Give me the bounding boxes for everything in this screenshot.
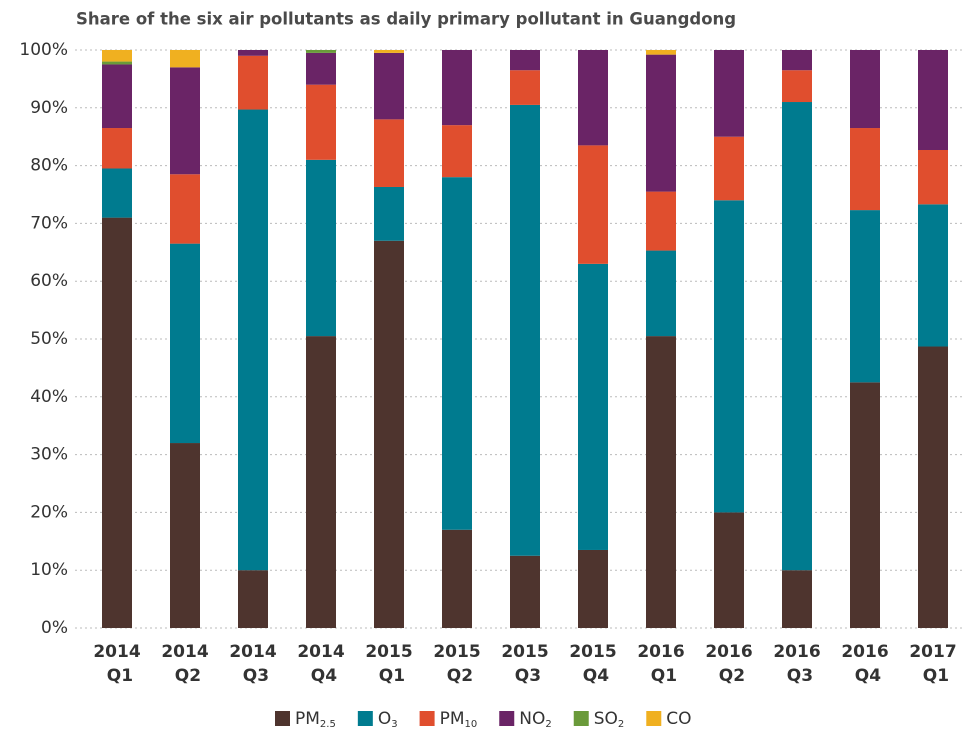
x-tick-label: 2015 Q4: [569, 642, 616, 686]
bar-segment: [442, 177, 472, 530]
bar-segment: [374, 52, 404, 120]
bar-segment: [102, 64, 132, 129]
bar-segment: [714, 200, 744, 513]
bar-segment: [714, 512, 744, 628]
legend-swatch: [419, 711, 435, 726]
bar-segment: [850, 128, 880, 211]
bar-segment: [782, 570, 812, 628]
bar-segment: [170, 443, 200, 628]
x-tick-label: 2017 Q1: [909, 642, 956, 686]
bar-segment: [510, 70, 540, 105]
bar-segment: [578, 50, 608, 146]
bar-segment: [714, 136, 744, 201]
bar-segment: [306, 159, 336, 337]
bar-segment: [170, 174, 200, 244]
bar-segment: [102, 50, 132, 62]
y-tick-label: 100%: [19, 40, 68, 60]
legend-swatch: [357, 711, 373, 726]
x-tick-label: 2014 Q4: [297, 642, 344, 686]
x-tick-label: 2014 Q1: [93, 642, 140, 686]
bar-segment: [306, 52, 336, 85]
y-tick-label: 50%: [30, 329, 68, 349]
x-tick-label: 2016 Q2: [705, 642, 752, 686]
bar-segment: [782, 50, 812, 71]
bar-segment: [578, 549, 608, 628]
bar-segment: [578, 263, 608, 550]
legend-swatch: [573, 711, 589, 726]
bar-segment: [102, 128, 132, 169]
x-tick-label: 2014 Q3: [229, 642, 276, 686]
bar-segment: [578, 145, 608, 264]
bar-segment: [714, 50, 744, 137]
legend-label: PM10: [440, 709, 478, 730]
bar-segment: [374, 119, 404, 187]
bar-segment: [918, 50, 948, 150]
bar-segment: [170, 243, 200, 444]
y-tick-label: 60%: [30, 271, 68, 291]
x-tick-label: 2015 Q2: [433, 642, 480, 686]
bar-segment: [918, 204, 948, 347]
bar-segment: [510, 50, 540, 71]
y-tick-label: 70%: [30, 213, 68, 233]
bar-segment: [374, 240, 404, 629]
x-tick-label: 2014 Q2: [161, 642, 208, 686]
bar-segment: [442, 125, 472, 178]
x-tick-label: 2015 Q3: [501, 642, 548, 686]
bar-segment: [918, 346, 948, 628]
bar-segment: [646, 50, 676, 55]
bar-segment: [646, 191, 676, 251]
bar-segment: [374, 50, 404, 53]
legend-label: SO2: [594, 709, 625, 730]
chart-title: Share of the six air pollutants as daily…: [76, 10, 736, 29]
legend-label: PM2.5: [295, 709, 336, 730]
bar-segment: [374, 186, 404, 241]
legend-label: O3: [378, 709, 398, 730]
bar-segment: [782, 102, 812, 571]
bar-segment: [510, 104, 540, 556]
legend-label: NO2: [519, 709, 551, 730]
bar-segment: [850, 50, 880, 129]
y-tick-label: 40%: [30, 387, 68, 407]
bar-segment: [510, 555, 540, 628]
bar-segment: [782, 70, 812, 103]
bar-segment: [442, 529, 472, 628]
x-tick-label: 2016 Q3: [773, 642, 820, 686]
bar-segment: [306, 336, 336, 628]
legend-swatch: [275, 711, 290, 726]
bar-segment: [102, 168, 132, 218]
bar-segment: [442, 50, 472, 126]
bar-segment: [170, 50, 200, 68]
bar-segment: [646, 54, 676, 192]
legend: PM2.5 O3 PM10 NO2 SO2 CO: [275, 709, 692, 730]
y-tick-label: 90%: [30, 98, 68, 118]
bar-segment: [306, 50, 336, 53]
legend-swatch: [499, 711, 515, 726]
bar-segment: [102, 61, 132, 65]
bar-segment: [850, 210, 880, 383]
bar-segment: [238, 109, 268, 571]
y-tick-label: 0%: [41, 618, 68, 638]
bar-segment: [306, 84, 336, 160]
bar-segment: [238, 55, 268, 110]
bar-segment: [238, 570, 268, 628]
legend-label: CO: [666, 709, 691, 729]
bar-segment: [238, 50, 268, 56]
y-tick-label: 80%: [30, 156, 68, 176]
y-tick-label: 20%: [30, 502, 68, 522]
x-tick-label: 2016 Q4: [841, 642, 888, 686]
x-tick-label: 2016 Q1: [637, 642, 684, 686]
bar-segment: [850, 382, 880, 628]
legend-swatch: [646, 711, 662, 726]
bar-segment: [646, 336, 676, 628]
y-tick-label: 10%: [30, 560, 68, 580]
bar-segment: [102, 217, 132, 628]
bar-segment: [170, 67, 200, 175]
bar-segment: [918, 149, 948, 205]
x-tick-label: 2015 Q1: [365, 642, 412, 686]
y-tick-label: 30%: [30, 445, 68, 465]
bar-segment: [646, 250, 676, 337]
